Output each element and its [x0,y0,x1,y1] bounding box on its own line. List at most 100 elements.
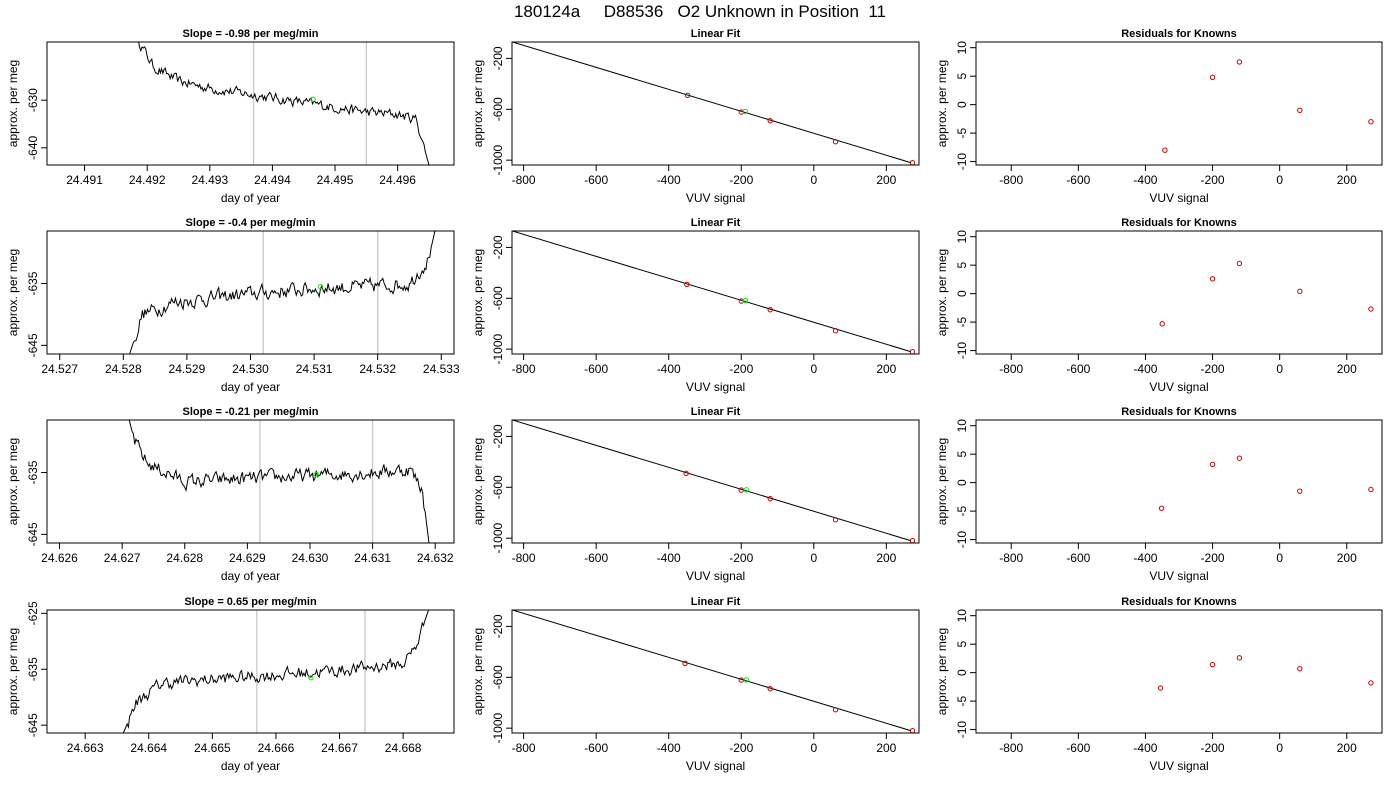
x-tick-label: 24.491 [66,173,103,187]
y-tick-label: -645 [26,522,40,546]
plot-area [512,42,916,165]
y-tick-label: -1000 [491,145,505,176]
y-tick-label: -1000 [491,713,505,744]
known-point [767,118,773,124]
y-tick-label: -200 [491,614,505,638]
x-tick-label: -600 [584,362,608,376]
y-tick-label: 10 [955,609,969,623]
panel-title: Slope = -0.4 per meg/min [186,217,316,229]
known-point [832,707,839,713]
residual-point [1159,321,1165,327]
plot-frame [975,230,1383,355]
panel-title: Linear Fit [691,596,741,608]
x-tick-label: -200 [729,551,753,565]
x-tick-label: -400 [1133,362,1157,376]
x-tick-label: 24.631 [354,551,391,565]
x-tick-label: 24.533 [423,362,460,376]
known-point [684,281,690,287]
residual-point [1236,455,1243,461]
unknown-point [317,283,324,290]
y-axis-label: approx. per meg [935,438,949,525]
x-axis-label: VUV signal [1149,759,1208,773]
plot-frame [511,419,920,544]
y-tick-label: -630 [26,88,40,112]
residual-point [1368,486,1374,493]
x-tick-label: -200 [1201,741,1225,755]
x-tick-label: 24.493 [191,173,228,187]
x-axis-label: VUV signal [1149,191,1208,205]
unknown-point [742,108,748,115]
y-tick-label: -635 [26,271,40,295]
y-tick-label: 0 [955,101,969,108]
unknown-point [743,677,750,683]
plot-area [512,420,916,543]
x-tick-label: 200 [876,551,896,565]
x-axis-label: day of year [221,191,280,205]
y-axis-label: approx. per meg [471,438,485,525]
x-tick-label: 24.496 [379,173,416,187]
x-axis-label: day of year [221,380,280,394]
y-tick-label: 5 [955,641,969,648]
x-tick-label: 24.527 [41,362,78,376]
fit-line [512,420,912,542]
y-axis-label: approx. per meg [935,628,949,715]
known-point [683,470,689,476]
known-point [738,487,744,493]
x-tick-label: 24.632 [417,551,454,565]
trace-line [138,42,430,165]
x-tick-label: 24.529 [169,362,206,376]
residual-point [1209,661,1216,668]
panel-title: Linear Fit [691,406,741,418]
x-tick-label: -200 [1201,551,1225,565]
y-axis-label: approx. per meg [935,249,949,336]
y-axis-label: approx. per meg [6,249,20,336]
residual-point [1209,461,1216,468]
panel-residuals-3: Residuals for Knowns -800 -600 -400 -200 0 200… [935,406,1383,583]
y-tick-label: -640 [26,136,40,160]
x-tick-label: 24.666 [258,741,295,755]
y-tick-label: -200 [491,424,505,448]
plot-area [1162,59,1374,153]
plot-area [1157,655,1374,691]
y-axis-label: approx. per meg [471,60,485,147]
x-tick-label: 24.630 [292,551,329,565]
panel-fit-2: Linear Fit -800 -600 -400 -200 0 200 VUV signal… [471,217,920,394]
fit-line [512,231,912,353]
panel-title: Slope = -0.98 per meg/min [182,28,318,40]
x-tick-label: -800 [512,362,536,376]
trace-line [128,420,430,543]
panel-timeseries-2: Slope = -0.4 per meg/min 24.527 24.528 24.5… [6,217,460,394]
x-tick-label: -800 [512,741,536,755]
x-tick-label: -400 [1133,551,1157,565]
x-tick-label: -600 [1066,173,1090,187]
residual-point [1297,288,1303,295]
panel-fit-3: Linear Fit -800 -600 -400 -200 0 200 VUV signal… [471,406,920,583]
residual-point [1157,685,1164,691]
panel-timeseries-1: Slope = -0.98 per meg/min 24.491 24.492 24.… [6,28,455,205]
y-tick-label: -200 [491,235,505,259]
x-tick-label: -400 [1133,173,1157,187]
panel-title: Slope = 0.65 per meg/min [184,596,317,608]
plot-area [1158,455,1374,511]
x-tick-label: -600 [1066,362,1090,376]
panel-timeseries-4: Slope = 0.65 per meg/min 24.663 24.664 24.6… [6,596,455,773]
y-tick-label: -1000 [491,334,505,365]
x-tick-label: 24.664 [130,741,167,755]
x-tick-label: 24.528 [105,362,142,376]
x-tick-label: 24.663 [67,741,104,755]
y-tick-label: 10 [955,41,969,55]
panel-residuals-1: Residuals for Knowns -800 -600 -400 -200 0 200… [935,28,1383,205]
x-tick-label: -800 [512,173,536,187]
x-tick-label: -200 [1201,173,1225,187]
residual-point [1297,665,1303,672]
x-tick-label: 24.665 [194,741,231,755]
x-tick-label: -600 [584,551,608,565]
x-axis-label: VUV signal [686,380,745,394]
x-tick-label: -600 [1066,741,1090,755]
panel-title: Residuals for Knowns [1121,406,1237,418]
y-tick-label: -635 [26,657,40,681]
panel-timeseries-3: Slope = -0.21 per meg/min 24.626 24.627 24.… [6,406,455,583]
known-point [832,517,839,523]
plot-frame [511,609,920,734]
x-tick-label: -600 [584,173,608,187]
